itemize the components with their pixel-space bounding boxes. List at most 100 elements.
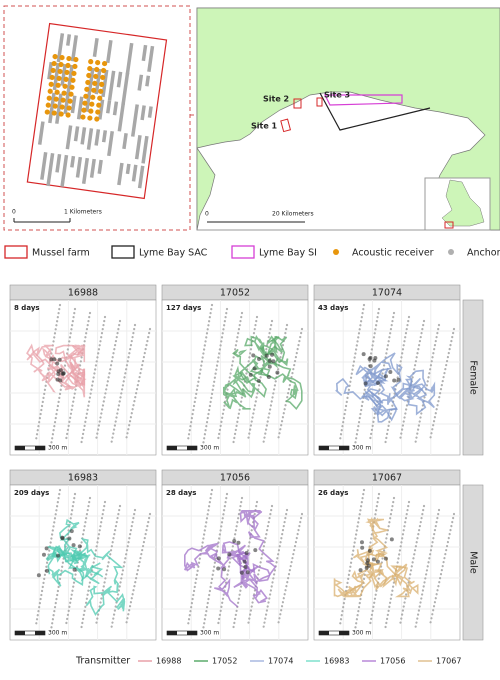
panel-title: 17067: [372, 473, 402, 484]
receiver: [52, 54, 58, 60]
site-label: Site 1: [251, 122, 278, 131]
legend-key: [231, 245, 255, 259]
longline: [97, 159, 103, 174]
receiver: [51, 110, 57, 116]
anchor-line: [338, 488, 366, 627]
detection: [388, 370, 393, 375]
legend-label: Acoustic receiver: [352, 248, 434, 259]
anchor-line: [216, 311, 244, 442]
legend-key: [4, 245, 28, 259]
longline: [98, 99, 105, 120]
anchor-line: [201, 492, 229, 632]
longline: [137, 74, 144, 91]
detection: [227, 552, 232, 557]
receiver: [80, 114, 86, 120]
facet-label: Male: [468, 551, 479, 574]
detection: [56, 553, 61, 558]
longline: [147, 45, 155, 72]
detection: [57, 357, 62, 362]
receiver: [55, 82, 61, 88]
panel-title: 17056: [220, 473, 250, 484]
longline: [66, 34, 72, 46]
detection: [267, 364, 272, 369]
receiver: [90, 94, 96, 100]
map-scale-label: 0: [205, 211, 209, 218]
legend-label: 17056: [380, 657, 405, 666]
detection: [383, 556, 388, 561]
detection: [358, 568, 363, 573]
longline: [37, 121, 45, 145]
legend-key: [111, 245, 135, 259]
anchor-line: [124, 512, 152, 627]
scale-label: 300 m: [352, 630, 371, 637]
anchor-line: [79, 315, 107, 447]
detection: [266, 374, 271, 379]
facet-strip: [462, 299, 484, 456]
longline: [65, 64, 74, 98]
longline: [137, 165, 145, 189]
inset-scale-label: 0: [12, 209, 16, 216]
anchor-line: [261, 323, 289, 447]
receiver: [87, 65, 93, 72]
scale-bar: [187, 631, 197, 635]
panel-title: 17052: [220, 288, 250, 299]
longline: [70, 155, 76, 168]
longline: [94, 68, 102, 95]
receiver: [86, 72, 92, 79]
facet-strip: [462, 484, 484, 641]
panel-days: 26 days: [318, 489, 348, 497]
receiver: [66, 105, 72, 111]
legend: Mussel farm Lyme Bay SAC Lyme Bay SI Acoust…: [4, 245, 500, 259]
anchor-line: [49, 492, 77, 632]
longline: [48, 92, 56, 124]
detection: [222, 567, 227, 572]
longline: [81, 157, 90, 184]
longline: [134, 134, 142, 160]
detection: [363, 381, 368, 386]
longline: [76, 96, 84, 120]
scale-bar: [339, 446, 349, 450]
longline: [141, 135, 149, 164]
detection: [236, 540, 241, 545]
receiver: [93, 73, 99, 80]
receiver: [58, 61, 64, 68]
receiver: [49, 74, 55, 81]
longline: [47, 61, 54, 80]
detection: [275, 370, 280, 375]
track: [45, 549, 104, 587]
receiver: [48, 81, 54, 87]
panel-bg: [161, 484, 309, 641]
longline: [52, 62, 60, 91]
detection: [389, 537, 394, 542]
longline: [56, 33, 65, 63]
detection: [216, 566, 221, 571]
receiver: [54, 89, 60, 95]
scale-label: 300 m: [48, 630, 67, 637]
longline: [122, 133, 128, 150]
scale-bar: [319, 631, 329, 635]
anchor-line: [276, 512, 304, 627]
receiver: [88, 59, 94, 65]
detection: [375, 559, 380, 564]
site-box: [316, 97, 323, 107]
receiver: [61, 90, 67, 96]
longline: [60, 63, 67, 86]
sac-boundary: [319, 92, 431, 131]
receiver: [57, 68, 63, 75]
longline: [112, 101, 119, 116]
longline: [55, 93, 63, 124]
panel-days: 28 days: [166, 489, 196, 497]
detection: [242, 559, 247, 564]
detection: [251, 353, 256, 358]
anchor-line: [428, 327, 456, 442]
anchor-line: [34, 303, 62, 442]
receiver: [92, 80, 98, 87]
receiver: [95, 109, 101, 115]
anchor-line: [246, 504, 274, 627]
site-label: Site 3: [324, 91, 350, 100]
anchor-line: [124, 327, 152, 442]
longline: [117, 102, 126, 132]
detection: [243, 564, 248, 569]
legend-key: [448, 249, 454, 255]
longline: [60, 154, 69, 188]
